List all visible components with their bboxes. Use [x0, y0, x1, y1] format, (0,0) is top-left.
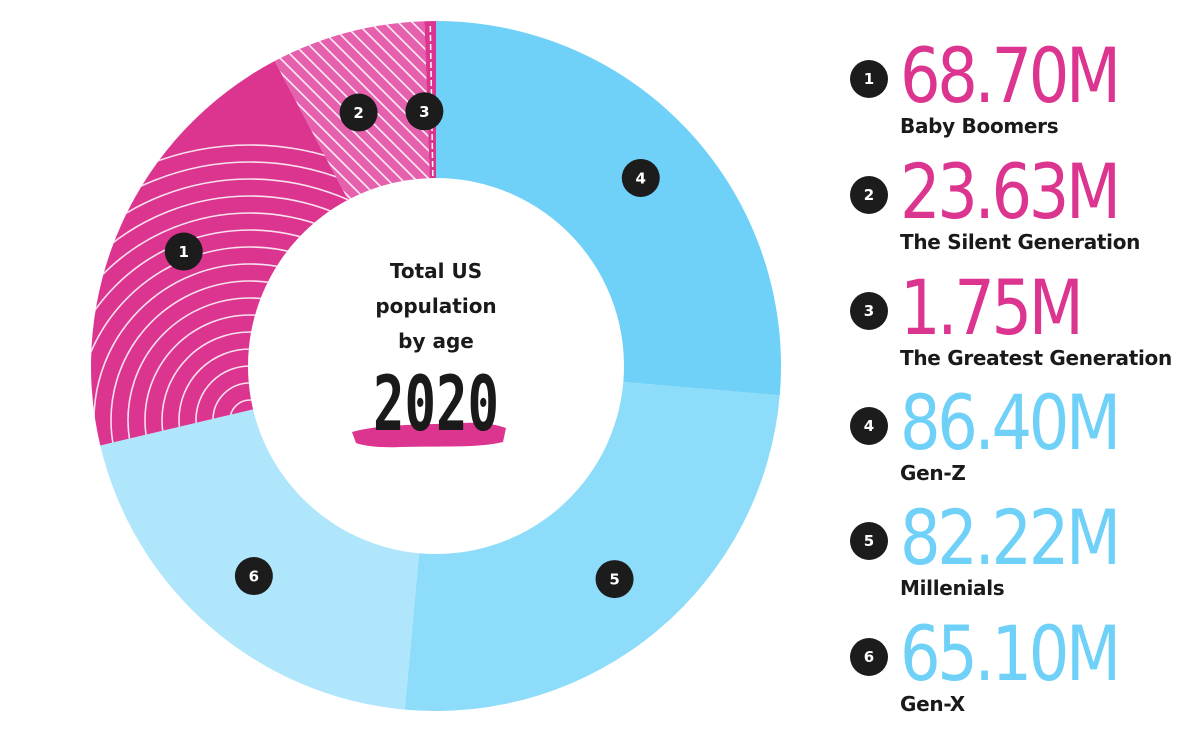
chart-title-line-2: population	[375, 294, 496, 318]
legend-item-3: 3 1.75M The Greatest Generation	[848, 270, 1188, 380]
legend-label: Baby Boomers	[900, 114, 1059, 138]
legend-item-6: 6 65.10M Gen-X	[848, 616, 1188, 726]
slice-marker-label: 3	[419, 103, 429, 121]
legend-marker: 4	[850, 407, 888, 445]
legend-item-1: 1 68.70M Baby Boomers	[848, 38, 1188, 148]
slice-marker-6: 6	[234, 557, 273, 596]
legend-marker: 6	[850, 638, 888, 676]
slice-4	[436, 21, 781, 396]
legend-marker: 2	[850, 176, 888, 214]
slice-marker-label: 5	[609, 571, 619, 589]
slice-marker-label: 6	[249, 568, 259, 586]
slice-marker-2: 2	[339, 93, 378, 132]
legend-marker: 3	[850, 292, 888, 330]
legend-value: 82.22M	[900, 493, 1121, 582]
slice-5	[404, 382, 780, 711]
slice-1	[91, 61, 349, 446]
chart-title-line-3: by age	[398, 329, 474, 353]
legend-item-2: 2 23.63M The Silent Generation	[848, 154, 1188, 264]
legend-value: 65.10M	[900, 609, 1121, 698]
legend-label: The Greatest Generation	[900, 346, 1172, 370]
legend-label: Millenials	[900, 576, 1005, 600]
legend-item-5: 5 82.22M Millenials	[848, 500, 1188, 610]
donut-chart: 4 5 6 1 2 3 Total US population by age 2020	[91, 21, 781, 711]
slice-marker-4: 4	[621, 158, 660, 197]
chart-title-line-1: Total US	[390, 259, 482, 283]
legend-value: 68.70M	[900, 31, 1121, 120]
legend-value: 86.40M	[900, 378, 1121, 467]
slice-marker-1: 1	[164, 232, 203, 271]
legend-marker: 5	[850, 522, 888, 560]
slice-marker-label: 4	[636, 169, 646, 187]
legend-item-4: 4 86.40M Gen-Z	[848, 385, 1188, 495]
legend-value: 23.63M	[900, 147, 1121, 236]
legend-marker: 1	[850, 60, 888, 98]
slice-marker-5: 5	[595, 560, 634, 599]
legend-label: Gen-X	[900, 692, 965, 716]
chart-center: Total US population by age 2020	[352, 259, 506, 448]
chart-year: 2020	[373, 359, 499, 448]
legend-label: The Silent Generation	[900, 230, 1141, 254]
slice-marker-label: 1	[179, 243, 189, 261]
brush-stroke	[352, 422, 506, 448]
slice-marker-3: 3	[405, 92, 444, 131]
slice-marker-label: 2	[353, 104, 363, 122]
legend-label: Gen-Z	[900, 461, 966, 485]
legend-value: 1.75M	[900, 263, 1084, 352]
